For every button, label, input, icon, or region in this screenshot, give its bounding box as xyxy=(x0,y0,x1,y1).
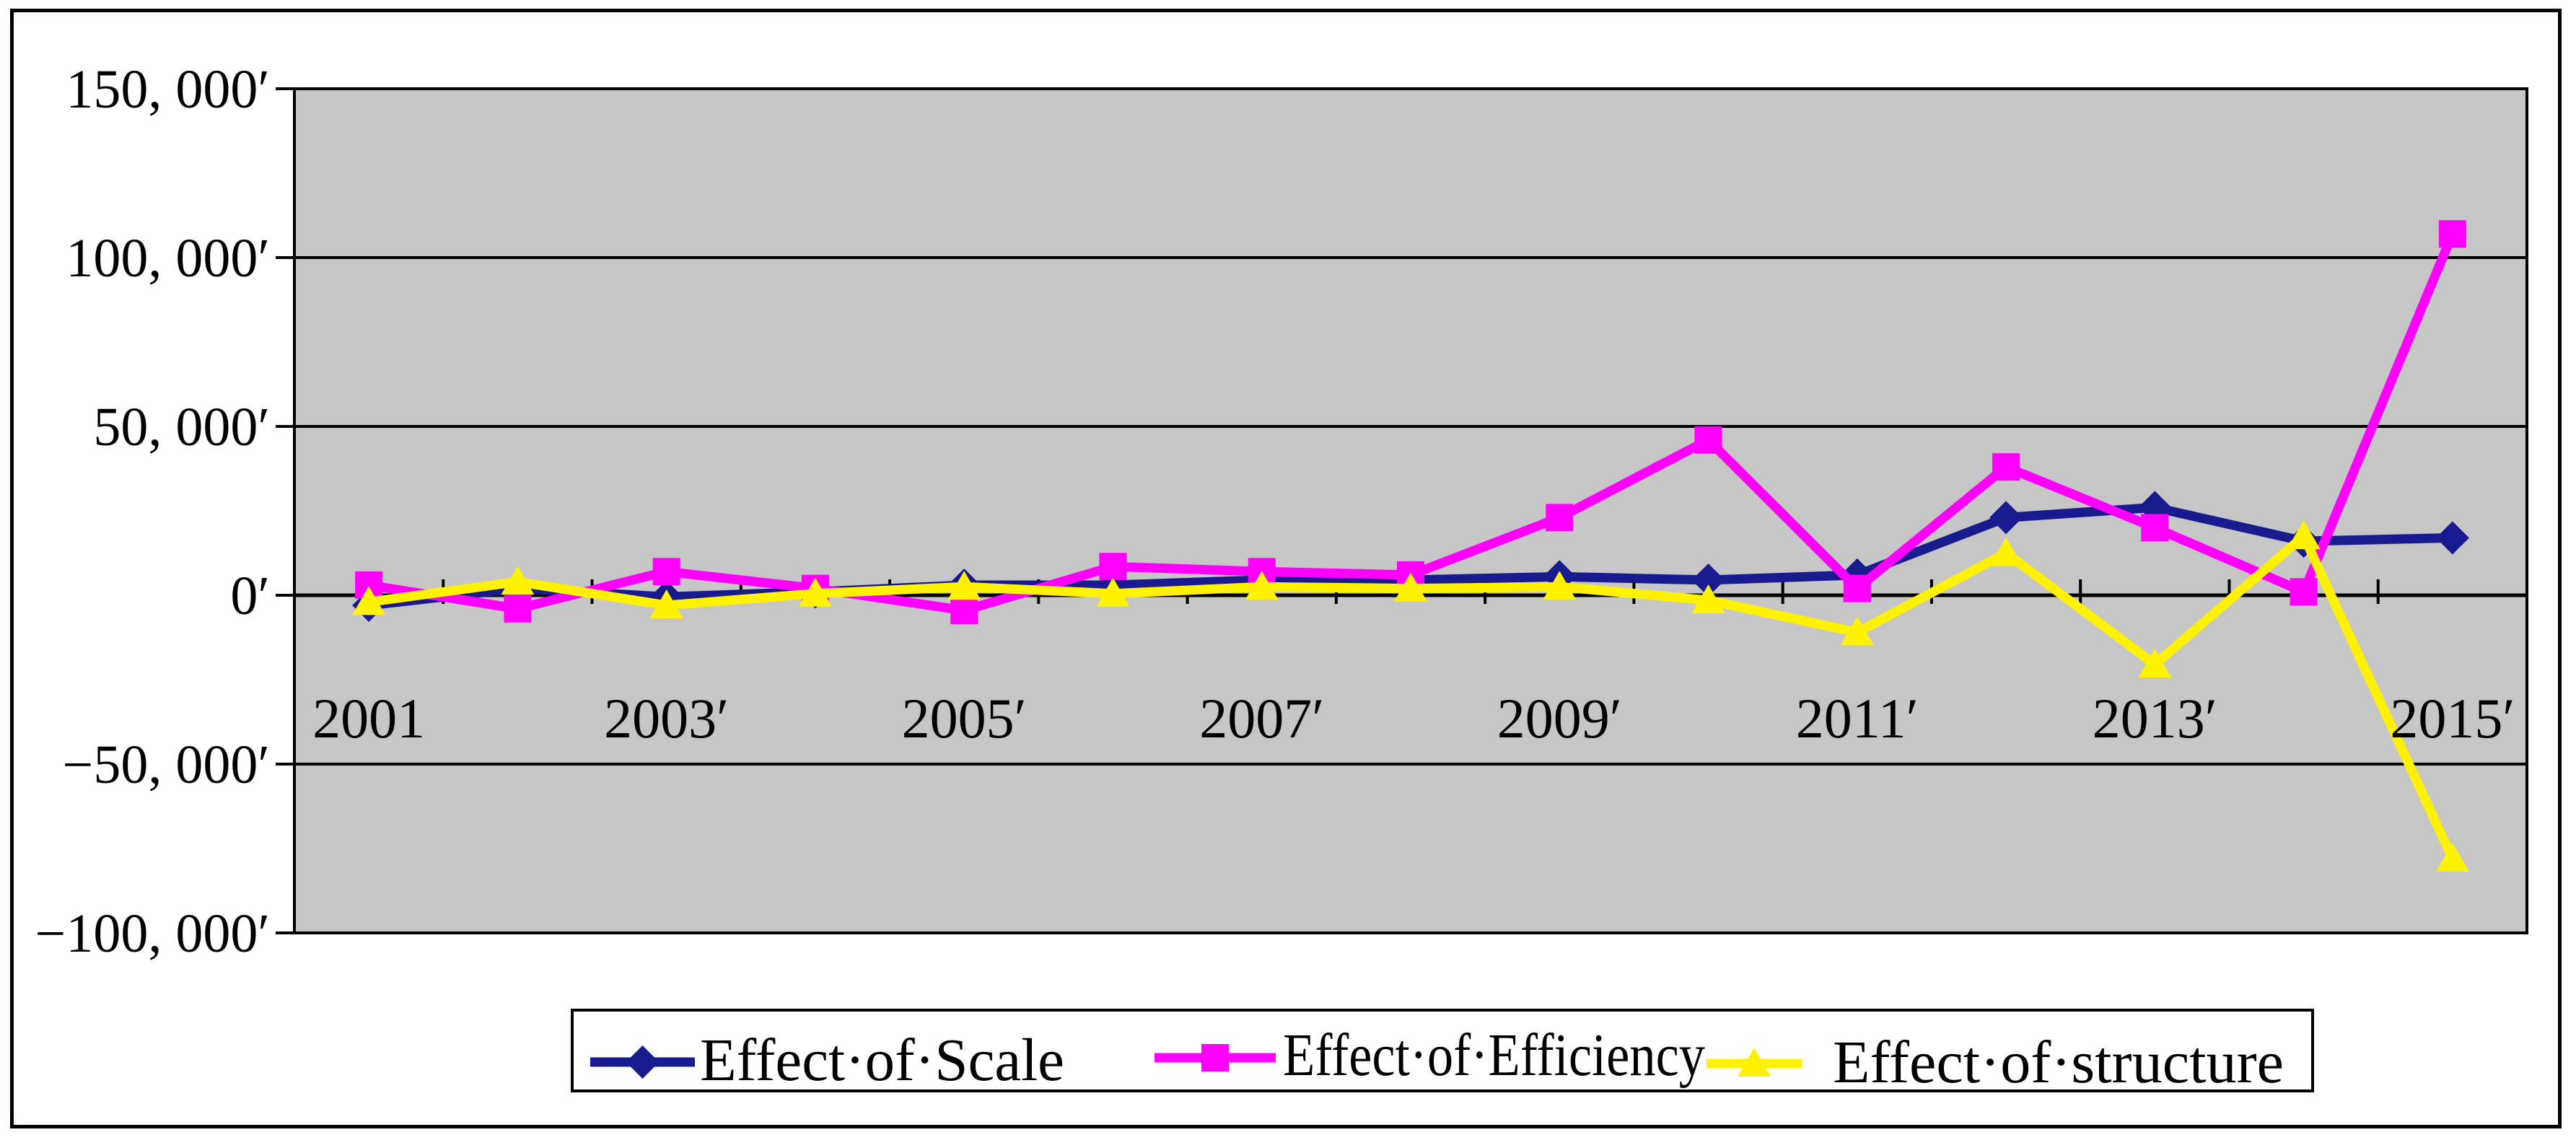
series-effect-of-structure xyxy=(352,520,2469,872)
data-point-effect-of-structure-2008 xyxy=(1394,572,1427,602)
legend-group: Effect·of·Scale Effect·of·Efficiency Effec… xyxy=(571,1009,2314,1096)
data-point-effect-of-structure-2012 xyxy=(1989,537,2023,566)
data-point-effect-of-efficiency-2014 xyxy=(2290,578,2318,606)
x-axis-label: 2015′ xyxy=(2390,687,2515,750)
data-point-effect-of-scale-2010 xyxy=(1691,563,1725,597)
data-point-effect-of-efficiency-2010 xyxy=(1694,426,1722,454)
data-point-effect-of-structure-2010 xyxy=(1691,584,1725,614)
x-axis-label: 2003′ xyxy=(604,687,729,750)
data-point-effect-of-structure-2003 xyxy=(649,589,683,619)
data-point-effect-of-structure-2005 xyxy=(947,571,981,600)
data-point-effect-of-structure-2015 xyxy=(2435,843,2469,872)
y-axis-label: −50, 000′ xyxy=(63,735,271,795)
x-axis-label: 2013′ xyxy=(2093,687,2217,750)
legend-label: Effect·of·structure xyxy=(1833,1029,2284,1096)
data-point-effect-of-structure-2009 xyxy=(1543,571,1577,600)
x-axis-label: 2001 xyxy=(312,687,425,750)
data-point-effect-of-efficiency-2006 xyxy=(1099,553,1127,581)
y-axis-label: −100, 000′ xyxy=(35,903,271,964)
data-point-effect-of-structure-2013 xyxy=(2138,648,2172,678)
series-group xyxy=(352,220,2469,872)
data-point-effect-of-efficiency-2013 xyxy=(2141,514,2169,542)
legend-label: Effect·of·Scale xyxy=(700,1027,1064,1094)
legend-label: Effect·of·Efficiency xyxy=(1283,1022,1705,1089)
data-point-effect-of-efficiency-2005 xyxy=(950,597,978,625)
y-axis-label: 150, 000′ xyxy=(66,59,270,120)
data-point-effect-of-structure-2006 xyxy=(1096,577,1130,607)
x-axis-label: 2011′ xyxy=(1796,687,1919,750)
data-point-effect-of-scale-2012 xyxy=(1989,501,2023,535)
legend-box xyxy=(571,1009,2314,1092)
square-icon xyxy=(1201,1044,1229,1071)
plot-background xyxy=(294,89,2527,933)
axis-labels-group: 150, 000′ 100, 000′ 50, 000′ 0′ −50, 000′ −10… xyxy=(35,59,2515,964)
legend-entry-3: Effect·of·structure xyxy=(1707,1029,2284,1096)
data-point-effect-of-efficiency-2012 xyxy=(1992,453,2020,481)
x-axis-label: 2007′ xyxy=(1199,687,1324,750)
y-axis-label: 50, 000′ xyxy=(93,397,270,457)
data-point-effect-of-structure-2001 xyxy=(352,586,386,615)
x-axis-label: 2005′ xyxy=(902,687,1027,750)
y-axis-label: 100, 000′ xyxy=(66,228,270,289)
data-point-effect-of-structure-2007 xyxy=(1245,571,1279,600)
y-axis-label: 0′ xyxy=(230,566,270,626)
legend-entry-2: Effect·of·Efficiency xyxy=(1155,1022,1705,1089)
data-point-effect-of-efficiency-2015 xyxy=(2438,220,2466,248)
data-point-effect-of-efficiency-2003 xyxy=(652,558,680,586)
triangle-icon xyxy=(1738,1048,1771,1077)
legend-entry-1: Effect·of·Scale xyxy=(590,1027,1064,1094)
data-point-effect-of-efficiency-2009 xyxy=(1546,504,1574,532)
data-point-effect-of-structure-2014 xyxy=(2287,520,2321,550)
data-point-effect-of-structure-2002 xyxy=(501,566,535,595)
plot-border xyxy=(293,87,2528,934)
data-point-effect-of-scale-2015 xyxy=(2435,521,2469,555)
data-point-effect-of-efficiency-2011 xyxy=(1843,574,1871,602)
diamond-icon xyxy=(626,1045,660,1079)
data-point-effect-of-structure-2011 xyxy=(1840,616,1874,646)
data-point-effect-of-structure-2004 xyxy=(798,577,832,607)
data-point-effect-of-efficiency-2002 xyxy=(504,595,532,623)
x-axis-label: 2009′ xyxy=(1497,687,1622,750)
